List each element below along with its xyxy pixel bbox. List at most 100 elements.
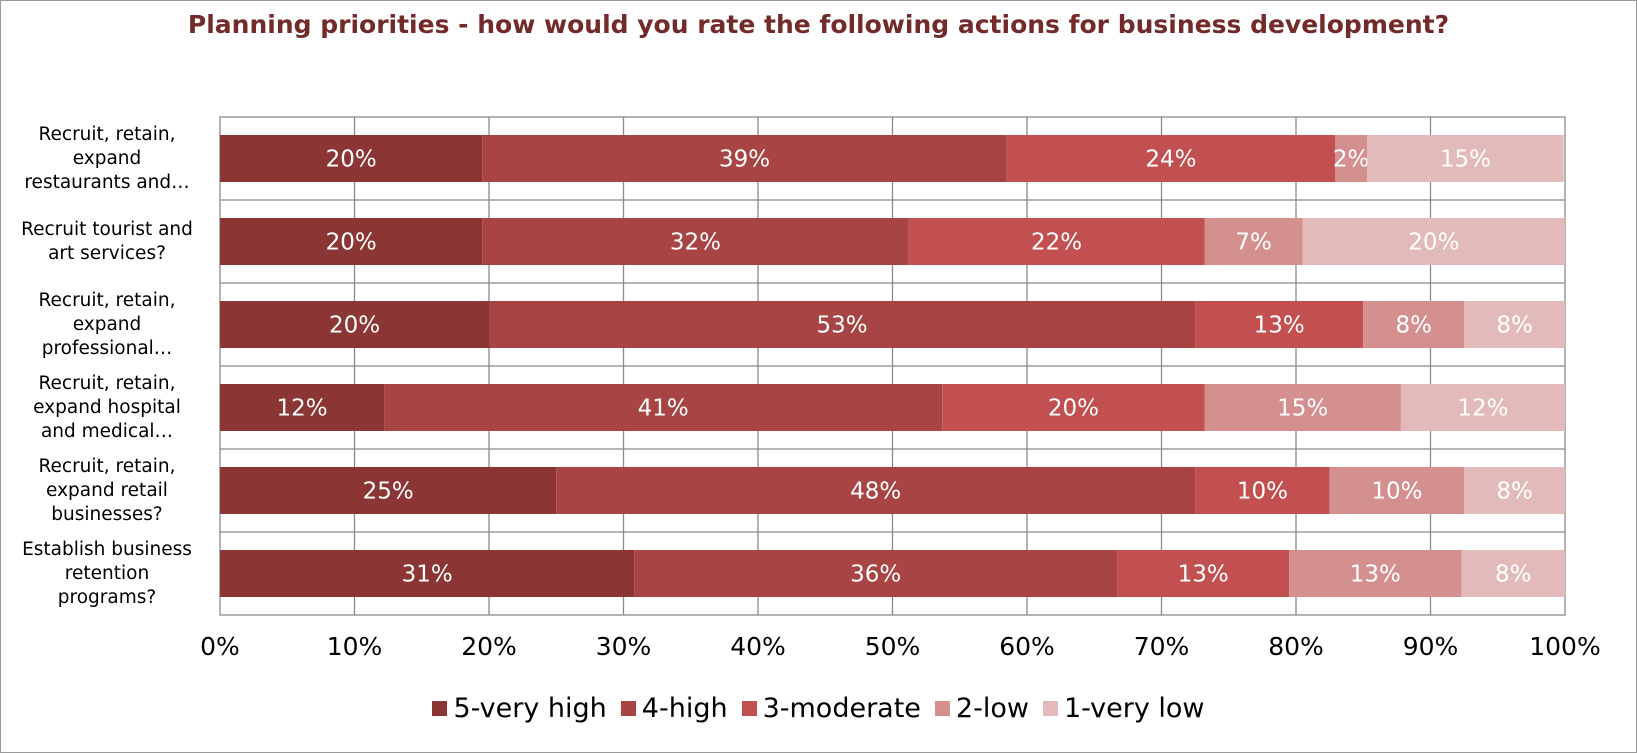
data-label: 10% — [1237, 479, 1288, 505]
data-label: 25% — [363, 479, 414, 505]
bar-segment — [1195, 301, 1364, 348]
legend-item: 1-very low — [1042, 693, 1205, 724]
category-label-line: Recruit, retain, — [38, 372, 176, 394]
bar-segment — [220, 135, 483, 182]
data-label: 36% — [850, 562, 901, 588]
legend-swatch — [1042, 701, 1058, 716]
bar-segment — [1367, 135, 1564, 182]
category-label-line: Recruit, retain, — [38, 455, 176, 477]
data-label: 13% — [1178, 562, 1229, 588]
data-label: 15% — [1440, 147, 1491, 173]
x-tick-label: 100% — [1529, 632, 1601, 661]
legend-item: 4-high — [620, 693, 728, 724]
x-tick-label: 20% — [461, 632, 517, 661]
bar-segment — [220, 301, 489, 348]
x-tick-label: 90% — [1402, 632, 1459, 661]
legend-item: 2-low — [934, 693, 1029, 724]
bar-segment — [1117, 550, 1290, 597]
category-label: Recruit, retain, expand retail businesses? — [7, 455, 207, 527]
legend-swatch — [620, 701, 636, 716]
x-tick-label: 50% — [864, 632, 921, 661]
bar-segment — [1329, 467, 1465, 514]
data-label: 22% — [1031, 230, 1082, 256]
bar-segment — [1302, 218, 1565, 265]
data-label: 7% — [1235, 230, 1272, 256]
data-label: 20% — [326, 230, 377, 256]
legend-swatch — [741, 701, 757, 716]
bar-segment — [942, 384, 1205, 431]
data-label: 41% — [638, 396, 689, 422]
legend-swatch — [432, 701, 448, 716]
data-label: 15% — [1277, 396, 1328, 422]
data-label: 20% — [326, 147, 377, 173]
data-label: 20% — [1408, 230, 1459, 256]
data-label: 20% — [329, 313, 380, 339]
bar-segment — [220, 218, 483, 265]
bar-segment — [1400, 384, 1565, 431]
x-tick-label: 40% — [730, 632, 786, 661]
data-label: 8% — [1395, 313, 1432, 339]
data-label: 8% — [1496, 479, 1533, 505]
category-label-line: programs? — [57, 586, 157, 608]
bar-segment — [1006, 135, 1336, 182]
bar-segment — [1335, 135, 1368, 182]
category-label-line: expand retail — [46, 479, 168, 501]
bar-segment — [1289, 550, 1462, 597]
category-label-line: Recruit tourist and — [21, 218, 193, 240]
x-tick-label: 10% — [326, 632, 383, 661]
data-label: 10% — [1371, 479, 1422, 505]
category-label-line: art services? — [48, 242, 166, 264]
legend-label: 5-very high — [453, 693, 607, 724]
bar-segment — [634, 550, 1118, 597]
bar-segment — [220, 467, 557, 514]
legend-label: 4-high — [641, 693, 728, 724]
bar-segment — [482, 218, 909, 265]
category-label: Recruit, retain, expand hospital and medic… — [7, 372, 207, 444]
category-label-line: expand — [72, 147, 142, 169]
category-label-line: restaurants and… — [24, 171, 190, 193]
bar-segment — [489, 301, 1196, 348]
category-label-line: Recruit, retain, — [38, 123, 176, 145]
data-label: 13% — [1350, 562, 1401, 588]
x-tick-label: 80% — [1268, 632, 1324, 661]
x-tick-label: 0% — [200, 632, 240, 661]
category-label-line: expand hospital — [33, 396, 181, 418]
x-tick-label: 30% — [595, 632, 652, 661]
bar-segment — [482, 135, 1007, 182]
data-label: 12% — [1457, 396, 1508, 422]
bar-segment — [220, 550, 635, 597]
bar-segment — [1464, 301, 1565, 348]
data-label: 2% — [1333, 147, 1370, 173]
category-label-line: Recruit, retain, — [38, 289, 176, 311]
category-label-line: and medical… — [40, 420, 174, 442]
data-label: 12% — [276, 396, 327, 422]
category-label-line: retention — [64, 562, 150, 584]
legend: 5-very high 4-high 3-moderate 2-low 1-very l… — [0, 693, 1637, 724]
legend-label: 2-low — [955, 693, 1029, 724]
legend-swatch — [934, 701, 950, 716]
bar-segment — [1204, 218, 1303, 265]
category-label: Establish business retention programs? — [7, 538, 207, 610]
category-label-line: professional… — [41, 337, 173, 359]
data-label: 24% — [1145, 147, 1196, 173]
legend-label: 1-very low — [1063, 693, 1205, 724]
data-label: 39% — [719, 147, 770, 173]
data-label: 53% — [817, 313, 868, 339]
x-tick-label: 70% — [1133, 632, 1190, 661]
data-label: 13% — [1254, 313, 1305, 339]
bar-segment — [1464, 467, 1565, 514]
data-label: 8% — [1496, 313, 1533, 339]
data-label: 20% — [1048, 396, 1099, 422]
data-label: 8% — [1495, 562, 1532, 588]
category-label: Recruit tourist and art services? — [7, 218, 207, 266]
chart-title: Planning priorities - how would you rate… — [187, 10, 1450, 39]
x-tick-label: 60% — [999, 632, 1055, 661]
bar-segment — [556, 467, 1196, 514]
data-label: 31% — [402, 562, 453, 588]
legend-label: 3-moderate — [762, 693, 921, 724]
category-label-line: Establish business — [22, 538, 192, 560]
bar-segment — [1204, 384, 1401, 431]
bar-segment — [1363, 301, 1465, 348]
